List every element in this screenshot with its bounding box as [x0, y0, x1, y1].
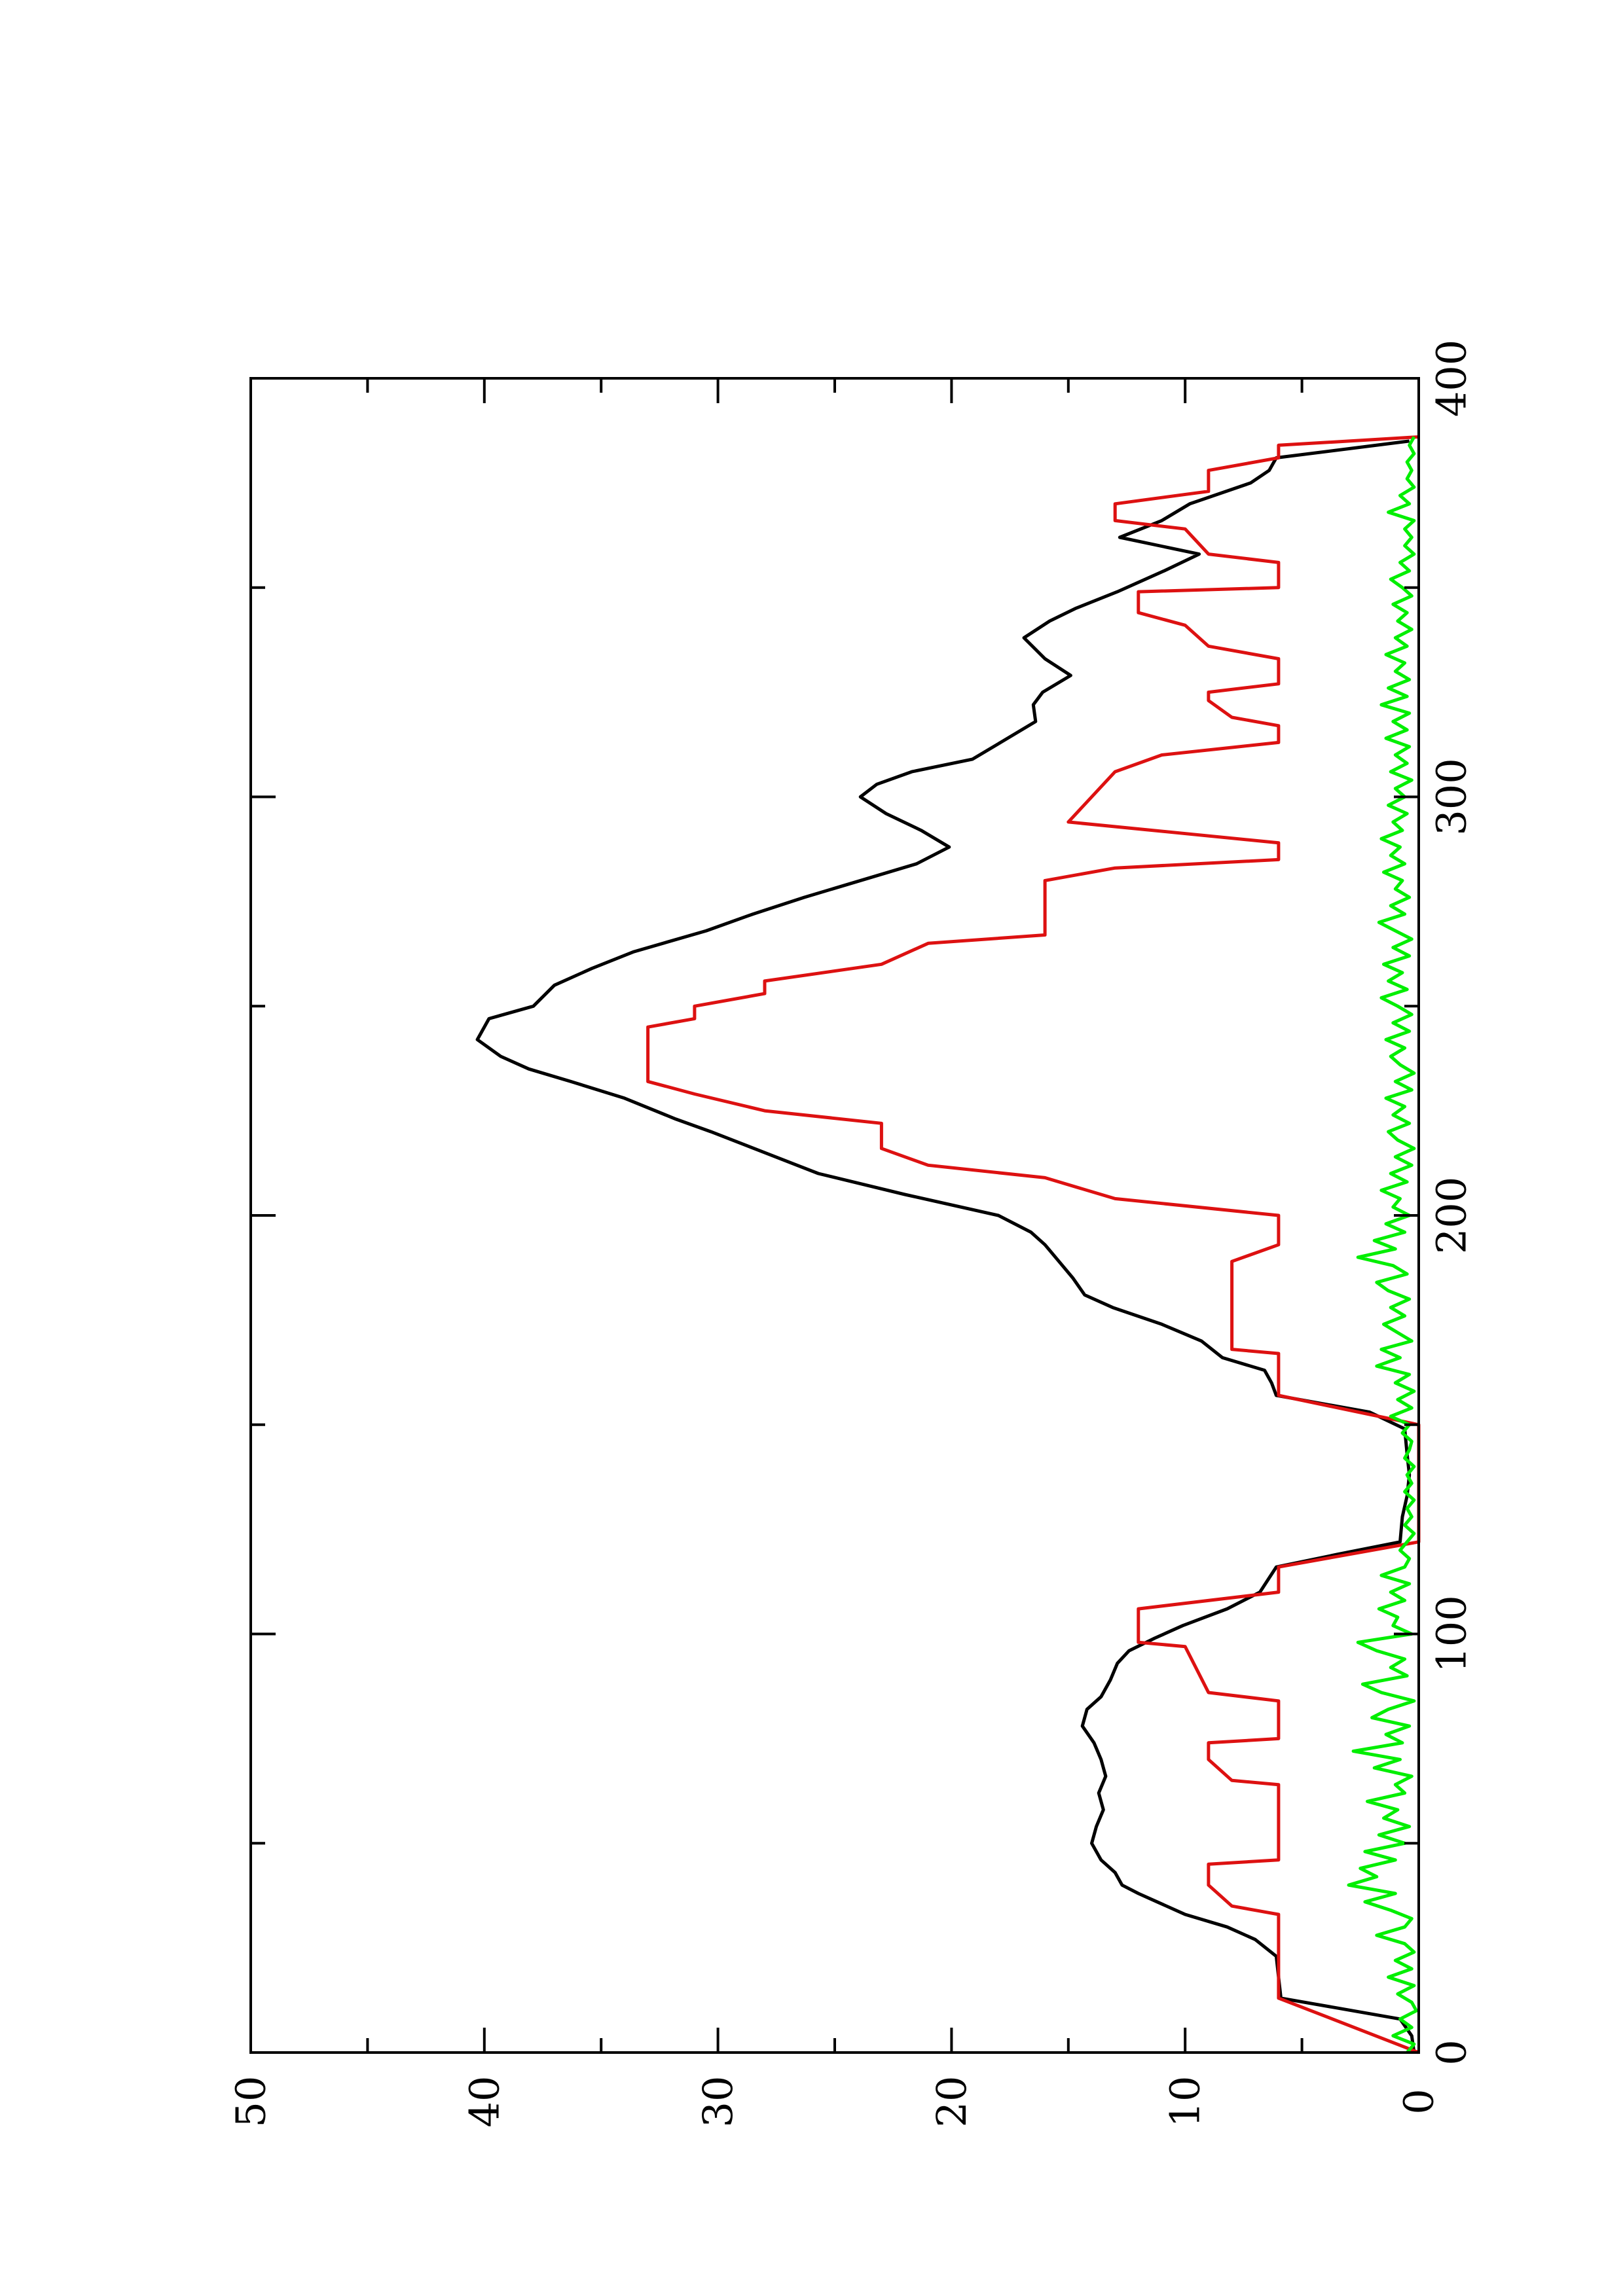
series-line-2	[646, 435, 1421, 2054]
axis-labels-group: 0 100 200 300 400 0 10 20 30 40 50	[227, 340, 1476, 2128]
y-tick-label: 30	[694, 2076, 742, 2128]
plot-series-group	[475, 435, 1421, 2054]
y-tick-label: 0	[1395, 2089, 1443, 2114]
series-line-1	[475, 439, 1416, 2053]
axis-ticks-group	[249, 377, 1420, 2054]
plot-frame	[249, 377, 1420, 2054]
y-tick-label: 10	[1161, 2076, 1209, 2128]
x-tick-label: 100	[1428, 1595, 1476, 1672]
x-tick-label: 200	[1428, 1177, 1476, 1254]
y-tick-label: 50	[227, 2076, 275, 2128]
x-tick-label: 0	[1428, 2039, 1476, 2065]
x-tick-label: 400	[1428, 340, 1476, 417]
y-tick-label: 20	[928, 2076, 976, 2128]
series-line-3	[1347, 436, 1418, 2054]
x-tick-label: 300	[1428, 758, 1476, 835]
y-tick-label: 40	[460, 2076, 508, 2128]
